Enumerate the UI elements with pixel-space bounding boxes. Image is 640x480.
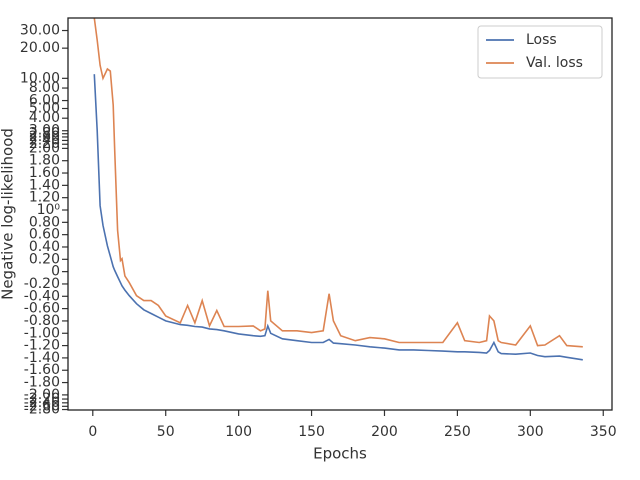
x-axis-label: Epochs (313, 445, 367, 463)
x-tick-label: 0 (88, 424, 97, 440)
y-tick-label: -2.20 (24, 391, 60, 407)
y-tick-label: -2.00 (24, 387, 60, 403)
y-tick-label: -1.60 (24, 362, 60, 378)
y-tick-label: -2.40 (24, 395, 60, 411)
y-tick-label: 1.40 (29, 177, 60, 193)
y-tick-label: 20.00 (20, 40, 60, 56)
y-axis-label: Negative log-likelihood (0, 128, 17, 300)
legend-label: Val. loss (526, 55, 583, 71)
y-tick-label: 30.00 (20, 23, 60, 39)
legend-label: Loss (526, 32, 557, 48)
x-tick-label: 250 (444, 424, 471, 440)
series-line (93, 74, 583, 361)
y-tick-label: -2.60 (24, 398, 60, 414)
y-tick-label: 10⁰ (37, 202, 61, 218)
y-tick-label: 2.40 (29, 132, 60, 148)
y-tick-label: 0.60 (29, 227, 60, 243)
plot-frame (67, 17, 613, 411)
y-tick-label: -0.20 (24, 276, 60, 292)
y-tick-label: 2.20 (29, 136, 60, 152)
y-tick-label: 1.60 (29, 165, 60, 181)
series-line (93, 18, 583, 348)
x-tick-label: 200 (371, 424, 398, 440)
x-tick-label: 350 (590, 424, 617, 440)
y-tick-label: -1.20 (24, 338, 60, 354)
x-tick-label: 100 (225, 424, 252, 440)
y-tick-label: -0.40 (24, 288, 60, 304)
y-tick-label: 1.80 (29, 153, 60, 169)
y-tick-label: 0 (51, 264, 60, 280)
legend-box (477, 25, 603, 79)
x-tick-label: 50 (157, 424, 175, 440)
y-tick-label: 8.00 (29, 80, 60, 96)
y-tick-label: 0.80 (29, 214, 60, 230)
y-tick-label: 0.40 (29, 239, 60, 255)
y-tick-label: 0.20 (29, 251, 60, 267)
y-tick-label: 2.00 (29, 140, 60, 156)
y-tick-label: -2.80 (24, 402, 60, 418)
y-tick-label: -1.00 (24, 325, 60, 341)
y-tick-label: 5.00 (29, 100, 60, 116)
x-tick-label: 300 (517, 424, 544, 440)
y-tick-label: 2.80 (29, 126, 60, 142)
y-tick-label: -0.60 (24, 301, 60, 317)
y-tick-label: 6.00 (29, 93, 60, 109)
y-tick-label: 4.00 (29, 110, 60, 126)
y-tick-label: -1.40 (24, 350, 60, 366)
y-tick-label: 10.00 (20, 70, 60, 86)
y-tick-label: -1.80 (24, 375, 60, 391)
y-tick-label: 2.60 (29, 129, 60, 145)
legend: Loss Val. loss (477, 25, 603, 79)
y-tick-label: 3.00 (29, 123, 60, 139)
x-tick-label: 150 (298, 424, 325, 440)
y-tick-label: 1.20 (29, 190, 60, 206)
y-tick-label: -0.80 (24, 313, 60, 329)
